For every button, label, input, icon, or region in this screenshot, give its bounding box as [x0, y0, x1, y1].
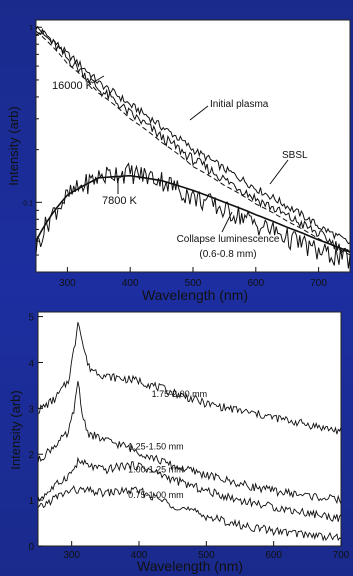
top-x-ticks: 300 400 500 600 700 — [59, 267, 327, 289]
bottom-series-group — [37, 322, 342, 542]
arrow-16000k — [91, 75, 105, 84]
plot-area-top — [35, 19, 351, 273]
bottom-x-tick-label: 300 — [63, 550, 80, 561]
top-x-tick-label: 700 — [310, 278, 327, 289]
top-y-tick-label: 1 — [29, 25, 33, 32]
arrow-collapse — [221, 211, 233, 233]
bottom-series-1-25-1-50-mm — [37, 381, 342, 505]
bottom-series-label-0-75-1-00-mm: 0.75-1.00 mm — [128, 490, 184, 500]
bottom-x-ticks: 300 400 500 600 700 — [63, 541, 350, 561]
bottom-series-1-00-1-25-mm — [37, 456, 342, 522]
bottom-y-tick-label: 1 — [28, 496, 34, 507]
bottom-x-tick-label: 600 — [265, 550, 282, 561]
arrow-sbsl — [269, 159, 289, 185]
bottom-x-tick-label: 500 — [198, 550, 215, 561]
top-series-sbsl — [35, 27, 351, 255]
bottom-series-0-75-1-00-mm — [37, 485, 342, 542]
annotation-collapse-luminescence: Collapse luminescence — [177, 234, 280, 245]
bottom-y-tick-label: 4 — [28, 358, 34, 369]
bottom-x-tick-label: 700 — [333, 550, 350, 561]
bottom-series-label-1-25-1-50-mm: 1.25-1.50 mm — [128, 442, 184, 452]
top-y-tick-label: 0.1 — [23, 200, 33, 207]
bottom-y-ticks: 0 1 2 3 4 5 — [28, 313, 43, 553]
bottom-series-1-75-2-00-mm — [37, 322, 342, 435]
top-y-ticks: 10.1 — [23, 25, 42, 256]
top-x-axis-label: Wavelength (nm) — [142, 287, 248, 303]
top-x-tick-label: 600 — [247, 278, 264, 289]
top-x-tick-label: 300 — [59, 278, 76, 289]
annotation-16000k: 16000 K — [52, 80, 94, 92]
bottom-y-tick-label: 2 — [28, 450, 34, 461]
chart-bottom: 300 400 500 600 700 0 1 2 3 4 5 1.75-2.00 mm 1.25-… — [8, 311, 350, 574]
bottom-series-label-1-00-1-25-mm: 1.00-1.25 mm — [128, 465, 184, 475]
chart-top: 300 400 500 600 700 10.1 Intensity (arb) Wav… — [6, 19, 351, 303]
top-series-group — [35, 25, 351, 269]
top-x-tick-label: 400 — [122, 278, 139, 289]
annotation-collapse-range: (0.6-0.8 mm) — [199, 249, 256, 260]
top-y-axis-label: Intensity (arb) — [6, 106, 21, 185]
top-series-initial-plasma — [35, 25, 351, 245]
annotation-sbsl: SBSL — [282, 150, 308, 161]
plot-area-bottom — [37, 311, 342, 547]
bottom-y-tick-label: 3 — [28, 404, 34, 415]
top-series-16000-k — [35, 30, 351, 256]
arrow-initial-plasma — [189, 105, 209, 121]
annotation-7800k: 7800 K — [102, 195, 138, 207]
bottom-x-axis-label: Wavelength (nm) — [137, 558, 243, 574]
bottom-y-tick-label: 5 — [28, 313, 34, 324]
top-x-tick-label: 500 — [185, 278, 202, 289]
bottom-series-labels: 1.75-2.00 mm 1.25-1.50 mm 1.00-1.25 mm 0.75… — [128, 389, 207, 500]
top-series-7800-k — [35, 174, 351, 253]
bottom-y-tick-label: 0 — [28, 542, 34, 553]
bottom-x-tick-label: 400 — [131, 550, 148, 561]
annotation-initial-plasma: Initial plasma — [210, 99, 269, 110]
bottom-series-label-1-75-2-00-mm: 1.75-2.00 mm — [152, 389, 208, 399]
bottom-y-axis-label: Intensity (arb) — [8, 390, 23, 469]
